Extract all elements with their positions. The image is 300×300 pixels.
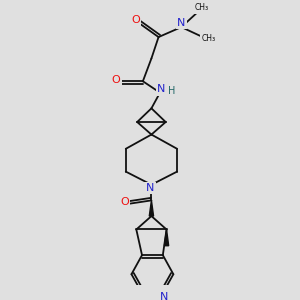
Text: N: N [146,183,154,193]
Text: N: N [157,84,166,94]
Text: O: O [111,75,120,85]
Text: H: H [168,86,175,96]
Text: CH₃: CH₃ [194,4,208,13]
Text: CH₃: CH₃ [201,34,215,43]
Text: N: N [177,18,185,28]
Polygon shape [164,230,169,246]
Text: O: O [120,197,129,207]
Text: N: N [160,292,168,300]
Text: O: O [131,15,140,25]
Polygon shape [149,200,154,216]
